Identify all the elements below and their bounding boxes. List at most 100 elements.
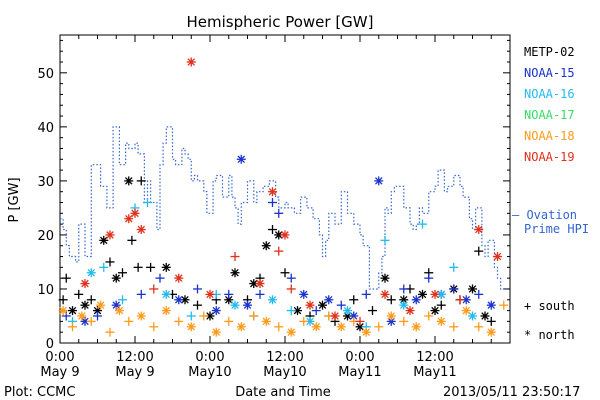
noaa-15-south-point xyxy=(93,311,102,321)
marker-stroke xyxy=(212,328,221,336)
marker-stroke xyxy=(318,301,327,309)
metp-02-south-point xyxy=(74,289,84,299)
marker-stroke xyxy=(356,323,364,331)
metp-02-south-point xyxy=(118,268,127,278)
noaa-18-south-point xyxy=(474,322,484,332)
noaa-15-south-point xyxy=(399,284,409,294)
metp-02-south-point xyxy=(127,235,137,245)
noaa-16-south-point xyxy=(186,311,196,321)
y-tick-label: 30 xyxy=(37,175,54,190)
noaa-19-south-point xyxy=(274,246,284,256)
marker-stroke xyxy=(106,231,114,239)
legend-noaa-15: NOAA-15 xyxy=(524,66,575,80)
marker-stroke xyxy=(274,231,283,239)
noaa-19-north-point xyxy=(80,279,90,289)
noaa-19-north-point xyxy=(130,208,140,218)
noaa-15-north-point xyxy=(236,154,246,164)
noaa-18-south-point xyxy=(68,322,77,332)
marker-stroke xyxy=(99,236,108,245)
metp-02-north-point xyxy=(68,306,77,316)
noaa-18-north-point xyxy=(436,316,446,326)
chart-legend: METP-02 NOAA-15 NOAA-16 NOAA-17 NOAA-18 NOAA-… xyxy=(512,45,589,342)
marker-stroke xyxy=(78,312,86,320)
marker-stroke xyxy=(268,296,277,304)
marker-stroke xyxy=(174,296,183,304)
noaa-16-south-point xyxy=(118,295,127,305)
x-tick-date-label: May11 xyxy=(338,365,381,380)
y-tick-label: 50 xyxy=(37,67,54,82)
metp-02-north-point xyxy=(430,306,440,316)
metp-02-south-point xyxy=(61,273,71,283)
marker-stroke xyxy=(381,290,389,299)
marker-stroke xyxy=(481,312,489,320)
noaa-15-south-point xyxy=(193,284,202,294)
marker-stroke xyxy=(437,317,446,326)
metp-02-south-point xyxy=(268,225,277,235)
marker-stroke xyxy=(115,306,124,315)
marker-stroke xyxy=(387,317,396,326)
marker-stroke xyxy=(237,155,246,164)
marker-stroke xyxy=(343,306,352,315)
noaa-16-north-point xyxy=(161,289,171,299)
marker-stroke xyxy=(87,268,96,277)
x-tick-date-label: May 9 xyxy=(115,365,154,380)
noaa-16-north-point xyxy=(399,300,409,310)
noaa-18-north-point xyxy=(186,322,196,332)
noaa-16-north-point xyxy=(268,295,277,305)
marker-stroke xyxy=(306,317,314,326)
x-tick-date-label: May10 xyxy=(188,365,231,380)
marker-stroke xyxy=(437,290,446,299)
marker-stroke xyxy=(112,301,121,309)
metp-02-north-point xyxy=(318,300,327,310)
noaa-15-south-point xyxy=(136,289,146,299)
marker-stroke xyxy=(224,296,233,304)
noaa-18-south-point xyxy=(249,311,259,321)
marker-stroke xyxy=(112,274,121,282)
marker-stroke xyxy=(362,328,371,336)
noaa-15-south-point xyxy=(311,306,321,316)
legend-noaa-17: NOAA-17 xyxy=(524,108,575,122)
marker-stroke xyxy=(493,252,502,261)
noaa-18-north-point xyxy=(361,327,371,337)
metp-02-north-point xyxy=(99,235,109,245)
marker-stroke xyxy=(337,323,346,331)
metp-02-north-point xyxy=(380,273,390,283)
marker-stroke xyxy=(162,290,171,299)
noaa-19-south-point xyxy=(286,284,296,294)
noaa-16-north-point xyxy=(436,289,446,299)
marker-stroke xyxy=(462,306,471,315)
marker-stroke xyxy=(349,312,358,320)
noaa-18-south-point xyxy=(374,322,384,332)
noaa-19-north-point xyxy=(136,225,146,235)
x-tick-date-label: May10 xyxy=(263,365,306,380)
legend-metp-02: METP-02 xyxy=(524,45,575,59)
noaa-15-north-point xyxy=(299,289,309,299)
metp-02-north-point xyxy=(261,241,271,251)
noaa-19-north-point xyxy=(380,289,390,299)
noaa-15-south-point xyxy=(268,198,277,208)
marker-stroke xyxy=(299,290,308,299)
noaa-18-south-point xyxy=(449,322,459,332)
noaa-15-south-point xyxy=(449,284,459,294)
marker-stroke xyxy=(93,306,102,315)
marker-stroke xyxy=(81,279,89,288)
marker-stroke xyxy=(174,274,183,282)
noaa-19-north-point xyxy=(280,230,290,240)
marker-stroke xyxy=(181,296,189,304)
metp-02-north-point xyxy=(111,273,121,283)
x-tick-time-label: 0:00 xyxy=(45,350,74,365)
metp-02-north-point xyxy=(224,295,234,305)
marker-stroke xyxy=(331,312,339,320)
marker-stroke xyxy=(81,301,89,309)
noaa-18-north-point xyxy=(261,316,271,326)
noaa-18-north-point xyxy=(486,327,496,337)
noaa-16-south-point xyxy=(143,198,152,208)
noaa-15-north-point xyxy=(243,300,252,310)
y-tick-label: 10 xyxy=(37,283,54,298)
x-tick-time-label: 12:00 xyxy=(416,350,453,365)
marker-stroke xyxy=(262,241,271,250)
noaa-15-north-point xyxy=(486,300,496,310)
metp-02-south-point xyxy=(133,262,143,272)
noaa-15-south-point xyxy=(255,289,265,299)
noaa-15-south-point xyxy=(474,289,484,299)
